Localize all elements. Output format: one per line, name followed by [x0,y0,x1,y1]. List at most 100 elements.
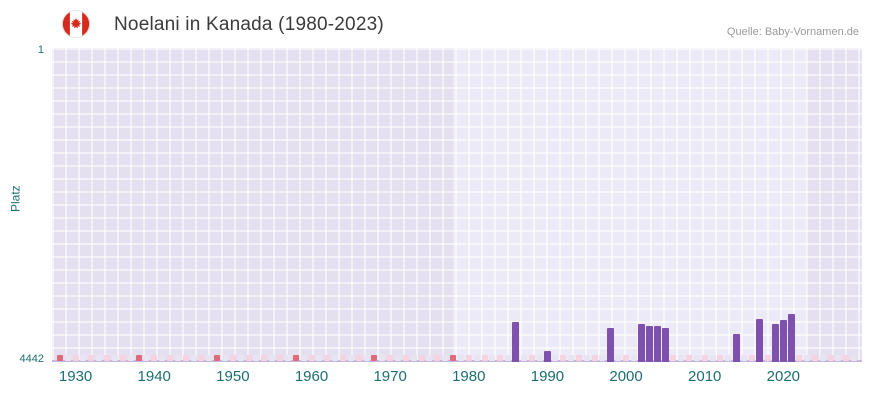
baseline-marker [214,355,221,361]
baseline-marker [72,355,79,361]
baseline-marker [269,355,276,361]
baseline-marker [332,355,339,361]
bar-year-2021 [787,313,795,362]
baseline-marker [520,355,527,361]
bar-year-2020 [779,319,787,362]
source-link[interactable]: Quelle: Baby-Vornamen.de [726,26,859,38]
x-tick-2010: 2010 [688,368,722,385]
baseline-marker [284,355,291,361]
x-tick-1960: 1960 [294,368,329,385]
baseline-marker [560,355,567,361]
baseline-marker [96,355,103,361]
baseline-marker [827,355,834,361]
baseline-marker [56,355,63,361]
baseline-marker [764,355,771,361]
baseline-marker [568,355,575,361]
baseline-marker [347,355,354,361]
x-tick-2020: 2020 [766,368,801,385]
baseline-marker [135,355,142,361]
baseline-marker [339,355,346,361]
baseline-marker [261,355,268,361]
baseline-marker [111,355,118,361]
baseline-marker [670,355,677,361]
baseline-marker [505,355,512,361]
baseline-marker [355,355,362,361]
bar-year-2004 [654,325,662,362]
baseline-marker [434,355,441,361]
bar-year-1990 [543,350,551,362]
baseline-marker [811,355,818,361]
bar-year-2003 [646,325,654,362]
baseline-marker [292,355,299,361]
baseline-marker [245,355,252,361]
baseline-marker [748,355,755,361]
chart-header: Noelani in Kanada (1980-2023) Quelle: Ba… [0,0,873,46]
baseline-marker [371,355,378,361]
baseline-marker [253,355,260,361]
baseline-marker [701,355,708,361]
baseline-marker [615,355,622,361]
baseline-marker [678,355,685,361]
baseline-marker [198,355,205,361]
baseline-marker [324,355,331,361]
baseline-marker [741,355,748,361]
baseline-marker [725,355,732,361]
baseline-marker [127,355,134,361]
baseline-marker [497,355,504,361]
baseline-marker [300,355,307,361]
bar-year-2019 [771,323,779,362]
baseline-marker [143,355,150,361]
baseline-marker [851,355,858,361]
y-axis-label: Platz [8,185,23,212]
baseline-marker [418,355,425,361]
bar-year-1986 [512,321,520,362]
baseline-marker [709,355,716,361]
baseline-marker [796,355,803,361]
x-tick-1950: 1950 [216,368,250,385]
baseline-marker [104,355,111,361]
x-tick-1940: 1940 [137,368,171,385]
baseline-marker [623,355,630,361]
highlight-band [453,48,807,362]
baseline-marker [402,355,409,361]
baseline-marker [190,355,197,361]
canada-flag-icon [62,10,90,38]
baseline-marker [843,355,850,361]
baseline-marker [308,355,315,361]
baseline-marker [442,355,449,361]
y-tick-top: 1 [37,44,44,56]
y-tick-bottom: 4442 [19,353,44,365]
x-axis-ticks: 1930 1940 1950 1960 1970 1980 1990 2000 2010 2020 [52,368,862,390]
baseline-marker [363,355,370,361]
baseline-marker [379,355,386,361]
bar-year-2017 [756,318,764,362]
baseline-marker [552,355,559,361]
baseline-marker [693,355,700,361]
x-tick-1980: 1980 [452,368,486,385]
baseline-marker [450,355,457,361]
baseline-marker [387,355,394,361]
baseline-marker [465,355,472,361]
baseline-marker [277,355,284,361]
baseline-marker [819,355,826,361]
baseline-marker [88,355,95,361]
baseline-marker [119,355,126,361]
baseline-marker [457,355,464,361]
baseline-marker [166,355,173,361]
baseline-marker [717,355,724,361]
baseline-marker [599,355,606,361]
x-tick-1990: 1990 [530,368,565,385]
baseline-marker [237,355,244,361]
baseline-marker [803,355,810,361]
baseline-marker [481,355,488,361]
baseline-marker [410,355,417,361]
baseline-marker [395,355,402,361]
x-tick-1930: 1930 [58,368,93,385]
baseline-marker [591,355,598,361]
baseline-marker [206,355,213,361]
plot-area [52,48,862,362]
x-tick-2000: 2000 [609,368,643,385]
x-tick-1970: 1970 [373,368,407,385]
bar-year-2002 [638,323,646,362]
